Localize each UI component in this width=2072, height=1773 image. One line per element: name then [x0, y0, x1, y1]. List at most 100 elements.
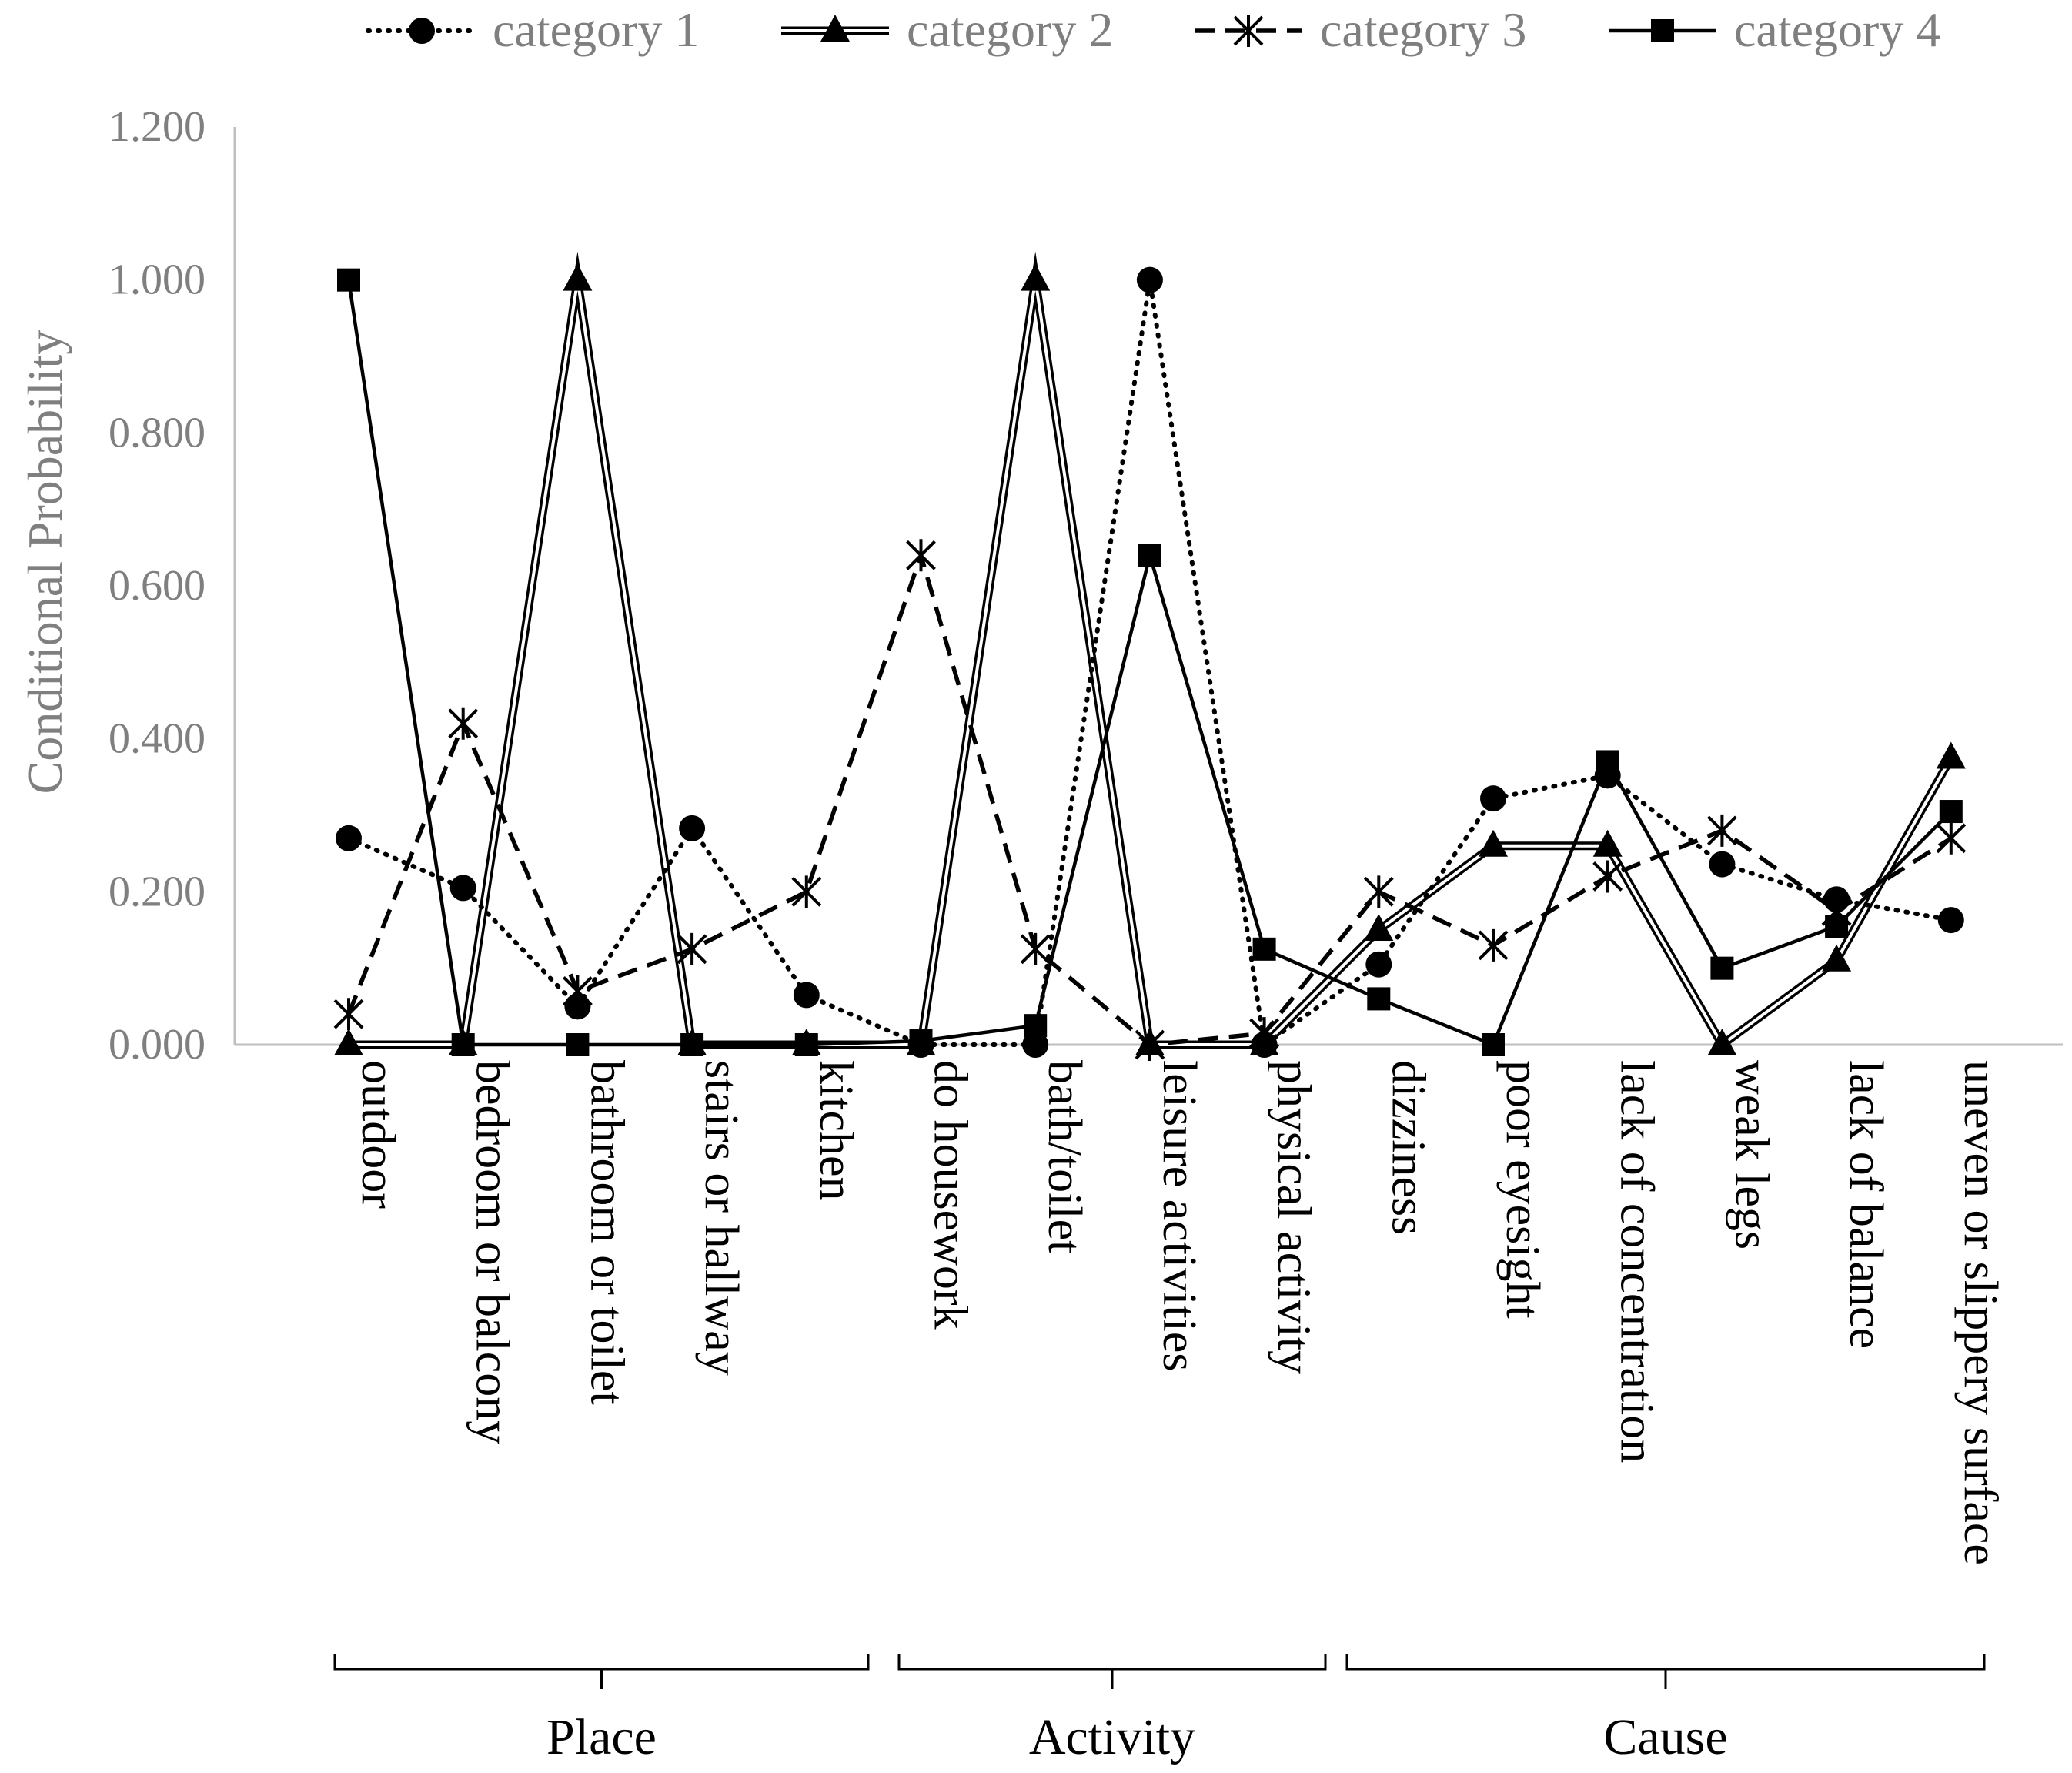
data-point-asterisk [1135, 1029, 1165, 1061]
x-tick-label: physical activity [1268, 1060, 1320, 1374]
series-line [346, 277, 1953, 1047]
x-tick-label: stairs or hallway [695, 1060, 747, 1376]
group-cause: Cause [1345, 1654, 1986, 1765]
data-point-square [1482, 1033, 1505, 1056]
data-point-asterisk [448, 707, 479, 740]
data-point-square [1651, 19, 1674, 42]
data-point-square [451, 1033, 475, 1056]
y-axis: 0.000 0.200 0.400 0.600 0.800 1.000 1.200 [109, 103, 236, 1069]
data-point-circle [1136, 266, 1163, 293]
x-tick-label: bath/toilet [1038, 1060, 1091, 1253]
data-point-square [1939, 800, 1963, 824]
data-point-triangle [1592, 829, 1623, 857]
x-tick-label: lack of balance [1840, 1060, 1892, 1349]
data-point-triangle [820, 15, 850, 42]
data-point-asterisk [1478, 928, 1509, 962]
data-point-asterisk [1592, 860, 1623, 893]
data-point-circle [1022, 1032, 1049, 1058]
data-point-circle [793, 982, 820, 1009]
data-point-asterisk [1233, 15, 1264, 47]
data-point-circle [409, 18, 435, 44]
series-line [349, 251, 1955, 1052]
legend-label: category 3 [1320, 2, 1526, 57]
data-point-circle [1823, 886, 1850, 913]
data-point-triangle [1822, 944, 1852, 972]
data-point-triangle [1021, 263, 1051, 291]
group-label: Cause [1603, 1709, 1727, 1765]
y-tick-label: 0.600 [109, 562, 206, 610]
y-tick-label: 0.200 [109, 868, 206, 915]
legend-item-category-4: category 4 [1609, 2, 1940, 57]
x-tick-label: leisure activities [1153, 1060, 1205, 1372]
data-point-circle [564, 993, 591, 1020]
data-point-circle [907, 1032, 934, 1058]
series-category-4 [337, 268, 1963, 1056]
x-tick-label: bedroom or balcony [466, 1060, 519, 1444]
data-point-asterisk [333, 998, 364, 1031]
legend-item-category-2: category 2 [781, 2, 1113, 57]
data-point-asterisk [906, 539, 936, 572]
data-point-square [1710, 956, 1734, 980]
data-point-circle [1937, 907, 1964, 934]
legend-label: category 2 [907, 2, 1113, 57]
data-point-triangle [1936, 741, 1966, 769]
data-point-asterisk [1020, 932, 1051, 965]
data-point-circle [679, 815, 706, 841]
y-tick-label: 1.200 [109, 103, 206, 151]
data-point-circle [1480, 785, 1506, 812]
group-place: Place [333, 1654, 870, 1765]
data-point-square [1138, 544, 1161, 567]
category-groups: Place Activity Cause [333, 1654, 1986, 1765]
group-activity: Activity [897, 1654, 1327, 1765]
y-axis-title: Conditional Probability [18, 330, 72, 795]
data-point-triangle [1707, 1029, 1737, 1055]
group-bracket [333, 1654, 870, 1689]
data-point-circle [1365, 951, 1392, 978]
series-category-3 [333, 539, 1967, 1061]
data-point-circle [1594, 762, 1621, 789]
y-tick-label: 0.800 [109, 409, 206, 457]
data-point-asterisk [1936, 821, 1967, 855]
data-point-square [680, 1033, 704, 1056]
x-tick-label: uneven or slippery surface [1954, 1060, 2007, 1565]
x-tick-label: dizziness [1382, 1060, 1434, 1235]
group-bracket [1345, 1654, 1986, 1689]
group-bracket [897, 1654, 1327, 1689]
series-line-inner [349, 269, 1953, 1047]
group-label: Activity [1029, 1709, 1195, 1765]
data-point-circle [1251, 1032, 1278, 1058]
data-point-triangle [1364, 914, 1394, 941]
legend-item-category-3: category 3 [1195, 2, 1526, 57]
data-point-asterisk [677, 932, 707, 965]
data-point-square [337, 268, 360, 292]
data-point-square [794, 1033, 818, 1056]
x-tick-label: bathroom or toilet [580, 1060, 633, 1405]
series-category-1 [336, 266, 1964, 1058]
data-point-triangle [334, 1029, 363, 1055]
x-tick-label: weak legs [1725, 1060, 1777, 1249]
x-tick-label: do housework [924, 1060, 977, 1330]
data-point-square [566, 1033, 590, 1056]
legend-label: category 4 [1734, 2, 1940, 57]
data-point-triangle [1479, 829, 1508, 857]
data-point-asterisk [791, 875, 822, 908]
legend-item-category-1: category 1 [366, 2, 699, 57]
series-category-2 [334, 251, 1966, 1055]
series-layer [333, 251, 1967, 1061]
data-point-square [1367, 987, 1391, 1011]
x-tick-label: outdoor [352, 1060, 404, 1209]
x-tick-label: lack of concentration [1611, 1060, 1663, 1463]
data-point-circle [336, 825, 362, 851]
legend-label: category 1 [493, 2, 699, 57]
data-point-circle [1709, 851, 1736, 878]
data-point-circle [449, 875, 476, 902]
data-point-asterisk [1363, 875, 1394, 908]
data-point-triangle [563, 263, 593, 291]
x-tick-label: poor eyesight [1496, 1060, 1549, 1319]
y-tick-label: 0.400 [109, 715, 206, 763]
x-axis: outdoor bedroom or balcony bathroom or toi… [235, 1043, 2063, 1565]
data-point-square [1252, 937, 1276, 961]
y-tick-label: 0.000 [109, 1021, 206, 1069]
